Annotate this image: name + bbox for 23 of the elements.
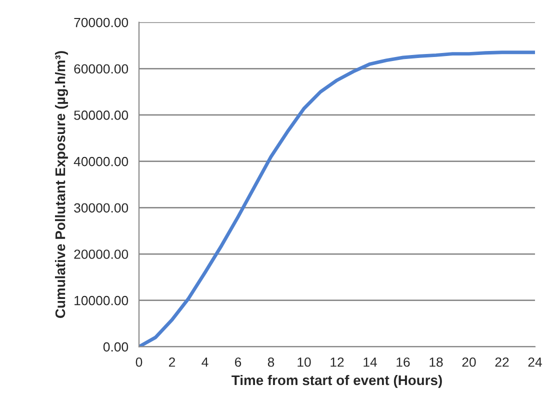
x-tick-label: 10 — [298, 357, 311, 367]
y-axis-title: Cumulative Pollutant Exposure (µg.h/m³) — [54, 51, 68, 318]
x-tick-label: 14 — [364, 358, 377, 367]
x-tick-label: 18 — [430, 357, 443, 367]
x-tick-label: 2 — [168, 357, 176, 367]
x-tick-label: 20 — [462, 357, 476, 367]
y-tick-label: 50000.00 — [74, 110, 128, 120]
x-tick-label: 12 — [330, 357, 344, 367]
y-tick-label: 60000.00 — [74, 64, 128, 74]
x-tick-label: 0 — [136, 357, 142, 367]
x-tick-label: 8 — [268, 357, 274, 367]
x-axis-title: Time from start of event (Hours) — [232, 374, 442, 388]
y-tick-label: 20000.00 — [74, 250, 128, 259]
y-tick-label: 70000.00 — [74, 18, 128, 28]
x-tick-label: 24 — [528, 357, 542, 367]
x-tick-label: 6 — [235, 357, 242, 367]
y-tick-label: 30000.00 — [74, 203, 128, 213]
y-tick-label: 0.00 — [103, 342, 128, 352]
x-tick-label: 16 — [396, 357, 410, 367]
y-tick-label: 40000.00 — [74, 156, 128, 166]
x-tick-label: 22 — [495, 357, 509, 367]
x-tick-label: 4 — [202, 358, 208, 367]
y-tick-label: 10000.00 — [74, 296, 128, 306]
